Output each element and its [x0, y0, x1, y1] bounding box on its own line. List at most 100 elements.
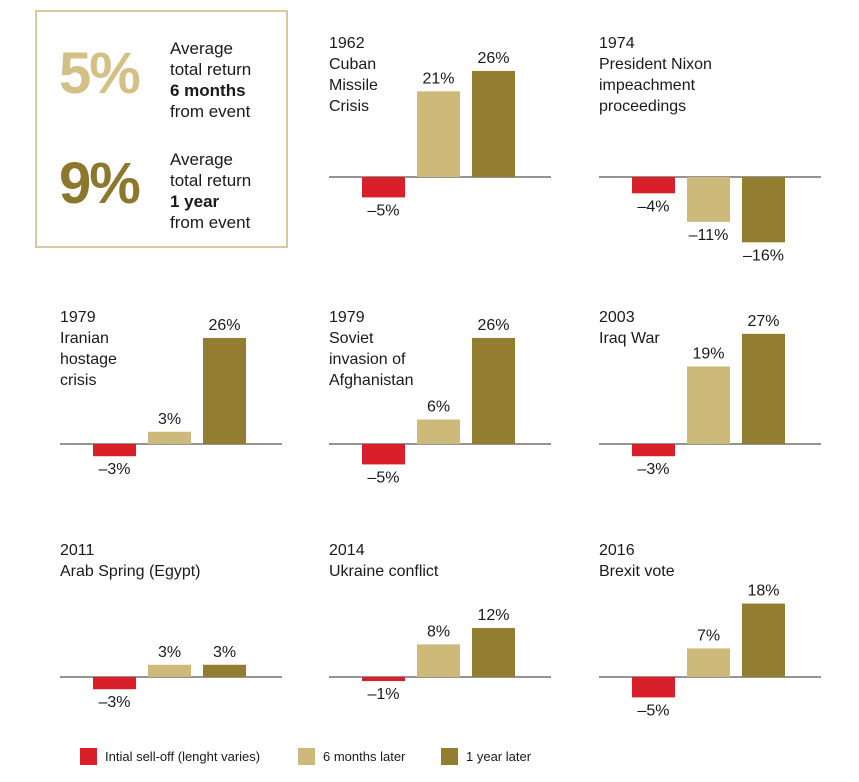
stat-line: total return: [170, 60, 252, 79]
event-title-line: President Nixon: [599, 56, 712, 73]
bar: [742, 603, 785, 677]
bar-value-label: –3%: [98, 461, 130, 478]
bar-value-label: –5%: [637, 702, 669, 719]
bar-value-label: –3%: [98, 694, 130, 711]
bar-value-label: 3%: [158, 644, 181, 661]
bar-value-label: –1%: [367, 686, 399, 703]
bar: [472, 70, 515, 177]
bar: [93, 444, 136, 457]
event-chart: 2014 Ukraine conflict –1% 8% 12%: [329, 542, 551, 703]
bar: [148, 431, 191, 444]
bar-value-label: 26%: [477, 50, 509, 67]
stat-line: Average: [170, 150, 234, 169]
stat-period: 6 months: [170, 81, 246, 100]
bar: [472, 628, 515, 677]
bar-value-label: –4%: [637, 198, 669, 215]
bar-value-label: 12%: [477, 607, 509, 624]
event-bar-charts: 1962 Cuban Missile Crisis –5% 21% 26% 1974 Presi…: [60, 35, 821, 719]
bar: [687, 366, 730, 444]
event-chart: 1962 Cuban Missile Crisis –5% 21% 26%: [329, 35, 551, 219]
legend-label: 1 year later: [466, 749, 532, 764]
event-chart: 2016 Brexit vote –5% 7% 18%: [599, 542, 821, 719]
event-title-line: crisis: [60, 372, 96, 389]
legend-label: Intial sell-off (lenght varies): [105, 749, 261, 764]
bar: [687, 177, 730, 222]
event-title-line: 2003: [599, 309, 635, 326]
event-title-line: Crisis: [329, 98, 369, 115]
stat-line: total return: [170, 171, 252, 190]
bar: [742, 333, 785, 444]
event-title-line: Soviet: [329, 330, 374, 347]
event-title-line: proceedings: [599, 98, 686, 115]
six-month-average-text: Average total return 6 months from event: [170, 38, 251, 122]
event-chart: 1979 Soviet invasion of Afghanistan –5% 6% 26%: [329, 309, 551, 486]
event-title-line: Cuban: [329, 56, 376, 73]
event-title-line: Afghanistan: [329, 372, 414, 389]
event-title-line: 1962: [329, 35, 365, 52]
legend-swatch: [80, 748, 97, 765]
bar: [203, 664, 246, 677]
event-title-line: Iraq War: [599, 330, 660, 347]
event-title-line: 2014: [329, 542, 365, 559]
legend-item-one-year: 1 year later: [441, 748, 531, 765]
event-title-line: Ukraine conflict: [329, 563, 439, 580]
bar: [148, 664, 191, 677]
bar-value-label: 27%: [747, 313, 779, 330]
bar: [362, 177, 405, 198]
event-chart: 2003 Iraq War –3% 19% 27%: [599, 309, 821, 478]
event-chart: 1979 Iranian hostage crisis –3% 3% 26%: [60, 309, 282, 478]
event-title-line: 2016: [599, 542, 635, 559]
bar-value-label: –5%: [367, 202, 399, 219]
bar: [417, 91, 460, 177]
stat-period: 1 year: [170, 192, 220, 211]
bar-value-label: 7%: [697, 627, 720, 644]
one-year-average-text: Average total return 1 year from event: [170, 149, 251, 233]
event-title-line: 1974: [599, 35, 635, 52]
event-title-line: impeachment: [599, 77, 696, 94]
event-title-line: Missile: [329, 77, 378, 94]
legend-item-six-months: 6 months later: [298, 748, 405, 765]
event-chart: 1974 President Nixon impeachment proceeding…: [599, 35, 821, 264]
bar-value-label: 26%: [208, 317, 240, 334]
event-title-line: invasion of: [329, 351, 406, 368]
event-title-line: 1979: [329, 309, 365, 326]
stat-line: from event: [170, 213, 251, 232]
legend-item-selloff: Intial sell-off (lenght varies): [80, 748, 260, 765]
bar-value-label: 3%: [213, 644, 236, 661]
legend-swatch: [441, 748, 458, 765]
event-chart: 2011 Arab Spring (Egypt) –3% 3% 3%: [60, 542, 282, 711]
bar-value-label: 19%: [692, 345, 724, 362]
event-title-line: Arab Spring (Egypt): [60, 563, 201, 580]
bar-value-label: 21%: [422, 70, 454, 87]
bar: [417, 644, 460, 677]
bar-value-label: –5%: [367, 469, 399, 486]
bar: [203, 337, 246, 444]
bar-value-label: –16%: [743, 247, 784, 264]
summary-box: 5% Average total return 6 months from ev…: [35, 10, 288, 248]
bar: [93, 677, 136, 690]
bar: [472, 337, 515, 444]
bar-value-label: 3%: [158, 411, 181, 428]
bar: [632, 677, 675, 698]
bar-value-label: 18%: [747, 583, 779, 600]
event-title-line: 1979: [60, 309, 96, 326]
bar: [632, 177, 675, 194]
bar: [632, 444, 675, 457]
one-year-average-value: 9%: [59, 151, 141, 216]
bar: [687, 648, 730, 677]
bar-value-label: 8%: [427, 623, 450, 640]
legend-label: 6 months later: [323, 749, 406, 764]
bar: [742, 177, 785, 243]
event-title-line: 2011: [60, 542, 95, 559]
event-title-line: Brexit vote: [599, 563, 675, 580]
event-title-line: hostage: [60, 351, 117, 368]
six-month-average-value: 5%: [59, 41, 141, 106]
bar: [362, 677, 405, 682]
bar-value-label: –3%: [637, 461, 669, 478]
bar-value-label: –11%: [689, 227, 729, 244]
event-title-line: Iranian: [60, 330, 109, 347]
bar: [362, 444, 405, 465]
bar: [417, 419, 460, 444]
bar-value-label: 6%: [427, 399, 450, 416]
bar-value-label: 26%: [477, 317, 509, 334]
